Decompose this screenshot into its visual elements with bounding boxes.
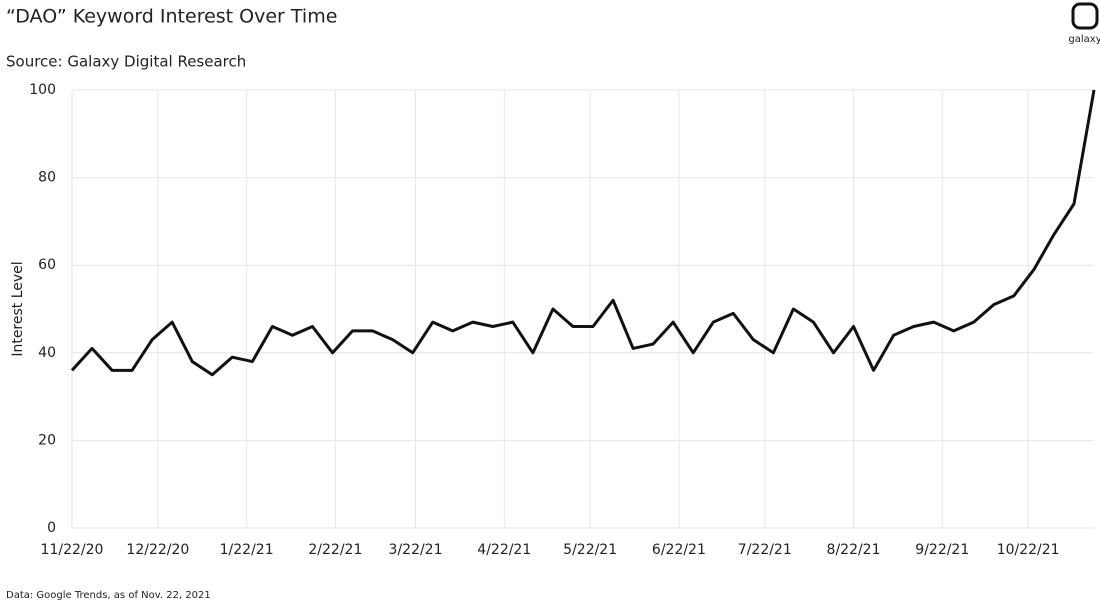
x-tick-label: 1/22/21 xyxy=(220,542,274,558)
y-tick-label: 40 xyxy=(38,345,56,361)
chart-title: “DAO” Keyword Interest Over Time xyxy=(6,6,337,28)
logo-icon xyxy=(1071,2,1099,30)
x-tick-label: 5/22/21 xyxy=(563,542,617,558)
logo-text: galaxy xyxy=(1068,34,1100,45)
data-line xyxy=(70,89,1096,377)
x-tick-label: 4/22/21 xyxy=(477,542,531,558)
x-tick-label: 7/22/21 xyxy=(738,542,792,558)
x-tick-label: 3/22/21 xyxy=(389,542,443,558)
y-tick-label: 60 xyxy=(38,257,56,273)
x-tick-label: 11/22/20 xyxy=(41,542,104,558)
x-tick-label: 9/22/21 xyxy=(915,542,969,558)
x-tick-label: 8/22/21 xyxy=(827,542,881,558)
y-tick-label: 100 xyxy=(29,82,56,98)
y-tick-label: 20 xyxy=(38,432,56,448)
y-tick-label: 80 xyxy=(38,170,56,186)
y-tick-label: 0 xyxy=(47,520,56,536)
chart-subtitle: Source: Galaxy Digital Research xyxy=(6,53,246,71)
y-axis-label: Interest Level xyxy=(10,261,26,356)
x-tick-label: 6/22/21 xyxy=(652,542,706,558)
footnote: Data: Google Trends, as of Nov. 22, 2021 xyxy=(6,590,211,601)
x-tick-label: 12/22/20 xyxy=(126,542,189,558)
x-tick-label: 10/22/21 xyxy=(997,542,1060,558)
x-tick-label: 2/22/21 xyxy=(308,542,362,558)
